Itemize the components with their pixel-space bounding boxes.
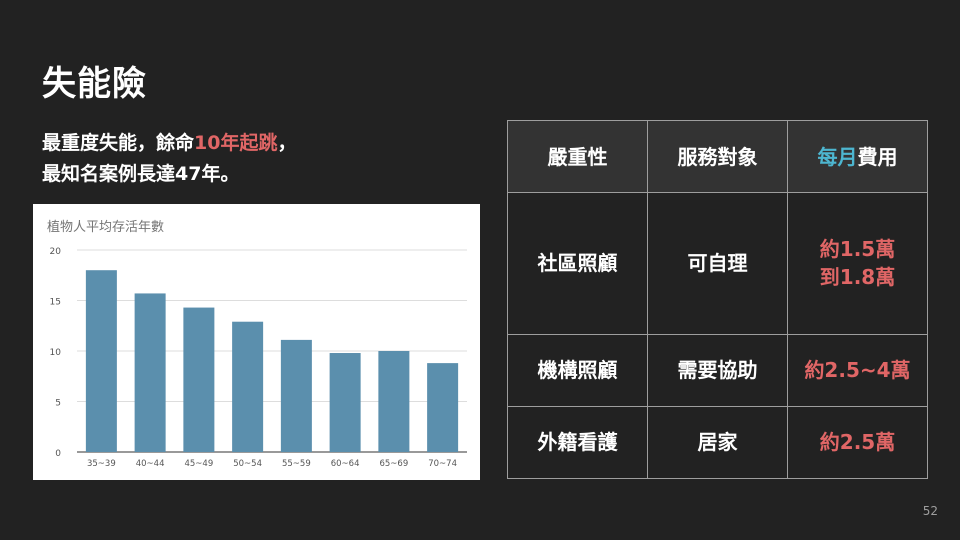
table-row: 機構照顧 需要協助 約2.5~4萬 — [507, 333, 928, 407]
care-cost-table-wrap: 嚴重性 服務對象 每月費用 社區照顧 可自理 約1.5萬到1.8萬 機構照顧 需… — [507, 119, 928, 480]
slide-subtitle: 最重度失能，餘命10年起跳， 最知名案例長達47年。 — [42, 128, 296, 190]
x-tick-label: 45~49 — [184, 459, 213, 469]
table-header-row: 嚴重性 服務對象 每月費用 — [507, 119, 928, 194]
table-row: 社區照顧 可自理 約1.5萬到1.8萬 — [507, 192, 928, 335]
x-tick-label: 35~39 — [87, 459, 116, 469]
chart-bar — [280, 339, 312, 452]
subtitle-text-post: ， — [277, 132, 297, 154]
chart-bar — [378, 351, 410, 452]
x-tick-label: 50~54 — [233, 459, 262, 469]
header-monthly-cost: 每月費用 — [787, 119, 928, 194]
header-cost-label: 費用 — [857, 144, 898, 169]
cell-target: 需要協助 — [647, 333, 788, 407]
x-tick-label: 70~74 — [428, 459, 457, 469]
x-tick-label: 60~64 — [331, 459, 360, 469]
y-tick-label: 10 — [50, 348, 62, 358]
subtitle-line-1: 最重度失能，餘命10年起跳， — [42, 128, 296, 159]
cell-severity: 機構照顧 — [507, 333, 648, 407]
chart-svg: 植物人平均存活年數 0 5 10 15 20 35~39 40~44 45~49 50~54 55… — [47, 220, 467, 469]
y-tick-label: 20 — [50, 247, 62, 257]
y-tick-label: 15 — [50, 298, 61, 308]
chart-bar — [134, 293, 166, 452]
chart-bar — [183, 307, 215, 452]
slide-title: 失能險 — [42, 64, 147, 104]
page-number: 52 — [922, 504, 938, 518]
cell-severity: 社區照顧 — [507, 192, 648, 335]
care-cost-table: 嚴重性 服務對象 每月費用 社區照顧 可自理 約1.5萬到1.8萬 機構照顧 需… — [507, 119, 928, 480]
cell-target: 可自理 — [647, 192, 788, 335]
cost-line-2: 到1.8萬 — [819, 265, 896, 290]
x-tick-label: 40~44 — [136, 459, 165, 469]
subtitle-line-2: 最知名案例長達47年。 — [42, 163, 240, 185]
x-tick-label: 55~59 — [282, 459, 311, 469]
chart-bar — [85, 270, 117, 452]
x-tick-label: 65~69 — [379, 459, 408, 469]
subtitle-highlight: 10年起跳 — [194, 132, 278, 154]
chart-title: 植物人平均存活年數 — [47, 220, 164, 235]
y-tick-label: 0 — [55, 449, 61, 459]
header-monthly-accent: 每月 — [817, 144, 858, 169]
chart-bar — [427, 363, 459, 452]
survival-chart: 植物人平均存活年數 0 5 10 15 20 35~39 40~44 45~49 50~54 55… — [33, 204, 480, 480]
chart-bar — [232, 321, 264, 452]
chart-bar — [329, 353, 361, 452]
cell-severity: 外籍看護 — [507, 405, 648, 480]
cell-target: 居家 — [647, 405, 788, 480]
table-row: 外籍看護 居家 約2.5萬 — [507, 405, 928, 480]
subtitle-text-pre: 最重度失能，餘命 — [42, 132, 195, 154]
y-tick-label: 5 — [55, 399, 61, 409]
header-target: 服務對象 — [647, 119, 788, 194]
header-severity: 嚴重性 — [507, 119, 648, 194]
cell-cost: 約2.5~4萬 — [787, 333, 928, 407]
cell-cost: 約1.5萬到1.8萬 — [787, 192, 928, 335]
cost-line-1: 約1.5萬 — [819, 237, 896, 262]
cell-cost: 約2.5萬 — [787, 405, 928, 480]
